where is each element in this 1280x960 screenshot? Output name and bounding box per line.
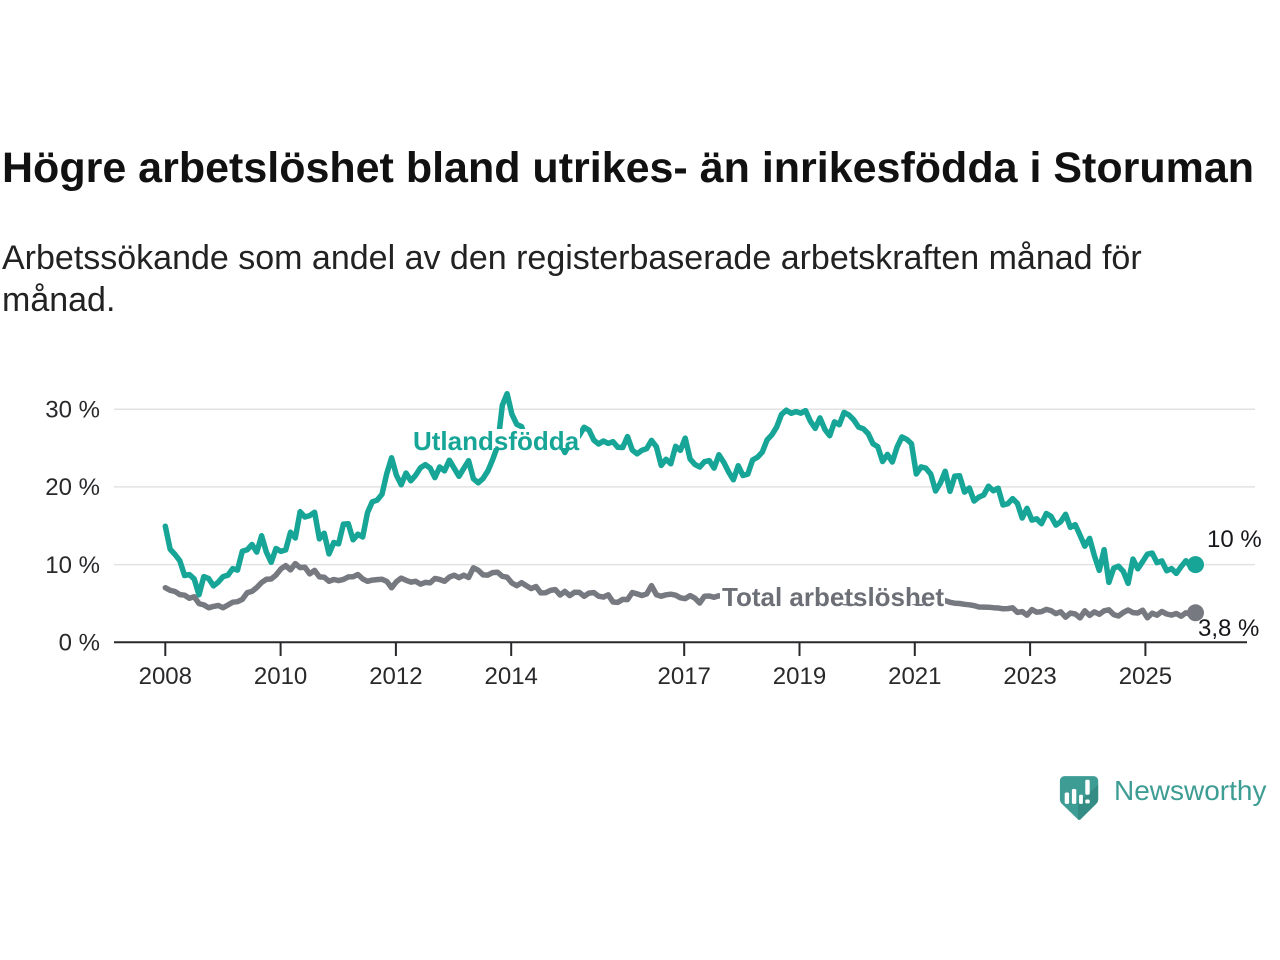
svg-text:2014: 2014 xyxy=(485,663,538,690)
svg-text:2019: 2019 xyxy=(773,663,826,690)
svg-text:20 %: 20 % xyxy=(45,474,100,501)
svg-text:Utlandsfödda: Utlandsfödda xyxy=(413,426,580,456)
svg-text:0 %: 0 % xyxy=(59,630,100,657)
svg-text:2017: 2017 xyxy=(658,663,711,690)
svg-text:Newsworthy: Newsworthy xyxy=(1114,775,1266,806)
svg-text:2021: 2021 xyxy=(888,663,941,690)
svg-text:2025: 2025 xyxy=(1119,663,1172,690)
svg-text:2008: 2008 xyxy=(139,663,192,690)
svg-text:2010: 2010 xyxy=(254,663,307,690)
svg-text:2012: 2012 xyxy=(369,663,422,690)
svg-text:30 %: 30 % xyxy=(45,397,100,424)
svg-text:3,8 %: 3,8 % xyxy=(1198,615,1259,642)
svg-text:10 %: 10 % xyxy=(45,552,100,579)
svg-text:2023: 2023 xyxy=(1003,663,1056,690)
svg-text:10 %: 10 % xyxy=(1207,526,1262,553)
svg-text:Total arbetslöshet: Total arbetslöshet xyxy=(722,582,944,612)
